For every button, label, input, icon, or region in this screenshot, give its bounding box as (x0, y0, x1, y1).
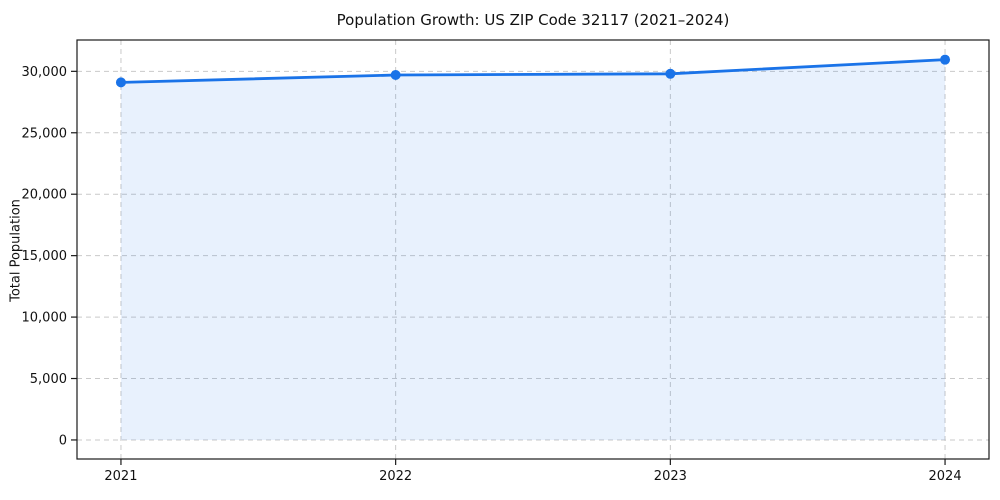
x-tick-label: 2023 (654, 469, 687, 484)
data-point-marker (940, 54, 951, 65)
y-tick-label: 15,000 (22, 249, 68, 264)
chart-title: Population Growth: US ZIP Code 32117 (20… (336, 11, 730, 29)
y-tick-label: 20,000 (22, 188, 68, 203)
y-tick-label: 25,000 (22, 126, 68, 141)
x-tick-label: 2021 (104, 469, 137, 484)
y-tick-label: 30,000 (22, 65, 68, 80)
y-tick-label: 5,000 (30, 372, 67, 387)
data-point-marker (665, 68, 676, 79)
y-tick-label: 10,000 (22, 311, 68, 326)
y-tick-label: 0 (59, 433, 67, 448)
x-tick-label: 2024 (929, 469, 962, 484)
x-tick-label: 2022 (379, 469, 412, 484)
axes-spines (76, 39, 990, 460)
area-fill (120, 59, 946, 440)
population-line (119, 58, 947, 84)
data-point-marker (390, 70, 401, 81)
data-point-marker (115, 77, 126, 88)
